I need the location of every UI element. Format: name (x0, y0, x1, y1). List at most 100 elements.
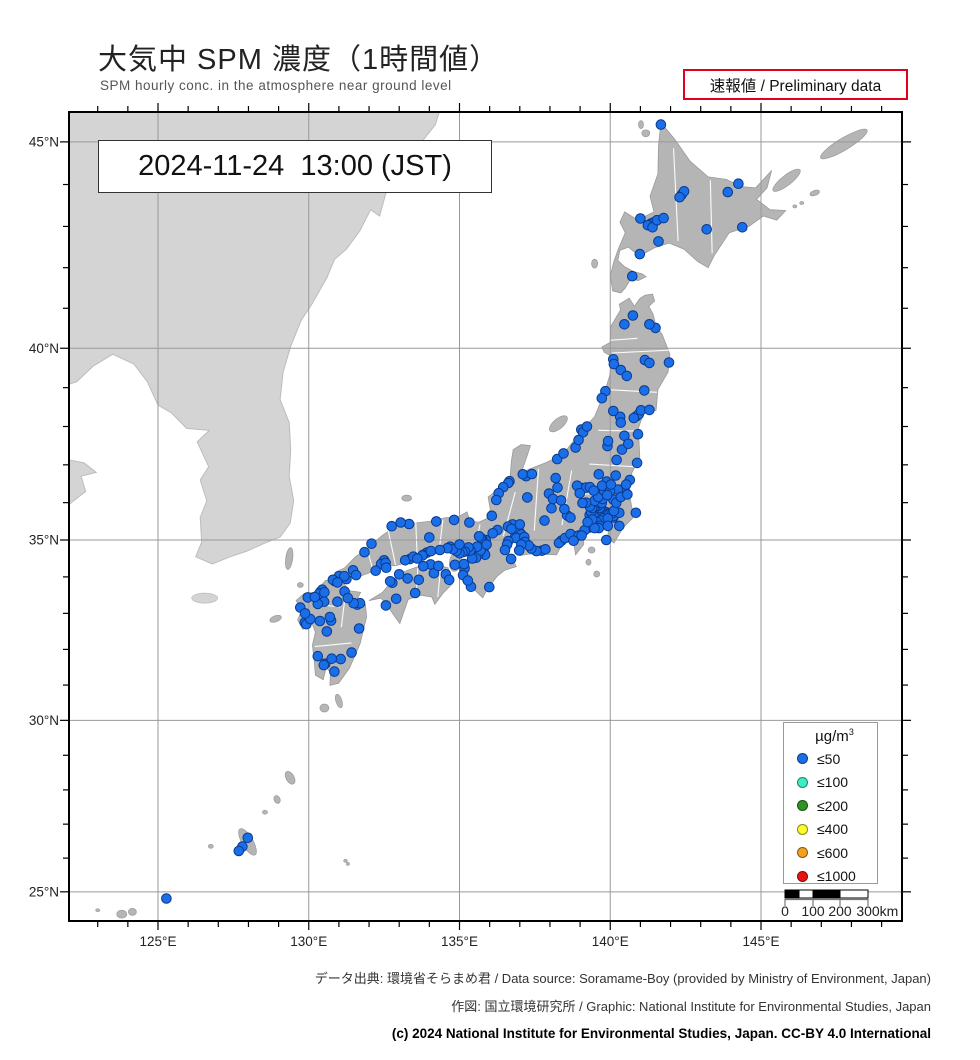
legend-row-400: ≤400 (784, 818, 877, 842)
station-dot (491, 494, 502, 506)
station-dot (424, 532, 435, 543)
station-dot (605, 479, 617, 490)
station-dot (514, 519, 526, 530)
prefecture-border (609, 337, 638, 341)
legend-dot-red (797, 870, 808, 882)
station-dot (350, 569, 362, 581)
station-dot (601, 489, 613, 501)
station-dot (513, 545, 525, 556)
station-dot (573, 434, 584, 446)
prefecture-border (314, 642, 352, 648)
legend-row-600: ≤600 (784, 841, 877, 865)
timestamp-label: 2024-11-24 13:00 (JST) (138, 150, 452, 182)
small-island (296, 582, 304, 588)
data-source-credit: データ出典: 環境省そらまめ君 / Data source: Soramame-… (314, 971, 931, 986)
station-dot (346, 647, 357, 658)
station-dot (359, 546, 370, 558)
station-layer (161, 119, 748, 904)
station-dot (526, 468, 538, 480)
page-subtitle: SPM hourly conc. in the atmosphere near … (100, 78, 452, 93)
small-island (319, 703, 330, 713)
scale-bar-unit: km (879, 903, 899, 919)
station-dot (434, 544, 446, 556)
lon-axis-label: 140°E (592, 934, 629, 949)
small-island (191, 592, 219, 604)
station-dot (380, 562, 392, 574)
station-dot (722, 186, 734, 198)
lat-axis-label: 45°N (29, 134, 59, 149)
lat-axis-label: 25°N (29, 884, 59, 899)
small-island (792, 204, 798, 209)
station-dot (449, 559, 461, 571)
station-dot (314, 615, 326, 627)
station-dot (653, 236, 664, 247)
prefecture-border (598, 429, 639, 432)
station-dot (663, 357, 675, 368)
station-dot (602, 435, 614, 447)
station-dot (402, 573, 413, 584)
station-dot (448, 514, 460, 526)
legend-row-100: ≤100 (784, 771, 877, 795)
island-hokkaido (609, 121, 787, 294)
legend-dot-cyan (797, 776, 808, 788)
station-dot (487, 528, 499, 539)
small-island (591, 258, 598, 269)
station-dot (366, 538, 377, 550)
station-dot (628, 412, 640, 424)
station-dot (353, 623, 365, 634)
station-dot (443, 574, 455, 586)
station-dot (342, 592, 354, 604)
station-dot (568, 535, 579, 547)
station-dot (431, 516, 442, 527)
small-island (273, 795, 281, 804)
station-dot (242, 832, 254, 844)
legend-row-50: ≤50 (784, 747, 877, 771)
small-island (585, 558, 592, 566)
small-island (128, 908, 137, 916)
small-island (809, 189, 820, 197)
station-dot (409, 587, 421, 599)
legend-row-200: ≤200 (784, 794, 877, 818)
lon-axis-label: 125°E (140, 934, 177, 949)
station-dot (621, 370, 633, 382)
station-dot (627, 270, 638, 282)
station-dot (644, 404, 655, 416)
map-frame (68, 111, 903, 922)
station-dot (577, 497, 588, 509)
station-dot (335, 653, 347, 665)
station-dot (390, 593, 402, 605)
station-dot (309, 591, 321, 603)
station-dot (639, 385, 650, 396)
station-dot (558, 448, 569, 459)
station-dot (395, 517, 407, 528)
small-island (334, 693, 343, 709)
station-dot (370, 565, 382, 577)
small-island (799, 201, 805, 205)
station-dot (622, 489, 633, 500)
station-dot (615, 417, 627, 428)
prefecture-border (387, 527, 397, 566)
station-dot (332, 596, 343, 608)
station-dot (634, 248, 646, 260)
station-dot (380, 600, 392, 611)
station-dot (576, 530, 587, 541)
station-dot (522, 492, 533, 503)
station-dot (588, 485, 600, 496)
station-dot (644, 357, 655, 369)
station-dot (326, 653, 338, 665)
station-dot (611, 454, 622, 466)
station-dot (596, 392, 608, 404)
station-dot (602, 520, 614, 532)
copyright-license: (c) 2024 National Institute for Environm… (391, 1026, 931, 1041)
lat-axis-label: 40°N (29, 341, 59, 356)
page-title: 大気中 SPM 濃度（1時間値） (98, 44, 500, 76)
legend-dot-blue (797, 753, 808, 765)
station-dot (559, 503, 570, 515)
station-dot (506, 523, 517, 535)
station-dot (329, 666, 340, 677)
station-dot (550, 472, 562, 484)
legend-dot-green (797, 800, 808, 812)
small-island (772, 168, 801, 192)
station-dot (161, 893, 172, 904)
station-dot (517, 469, 529, 480)
